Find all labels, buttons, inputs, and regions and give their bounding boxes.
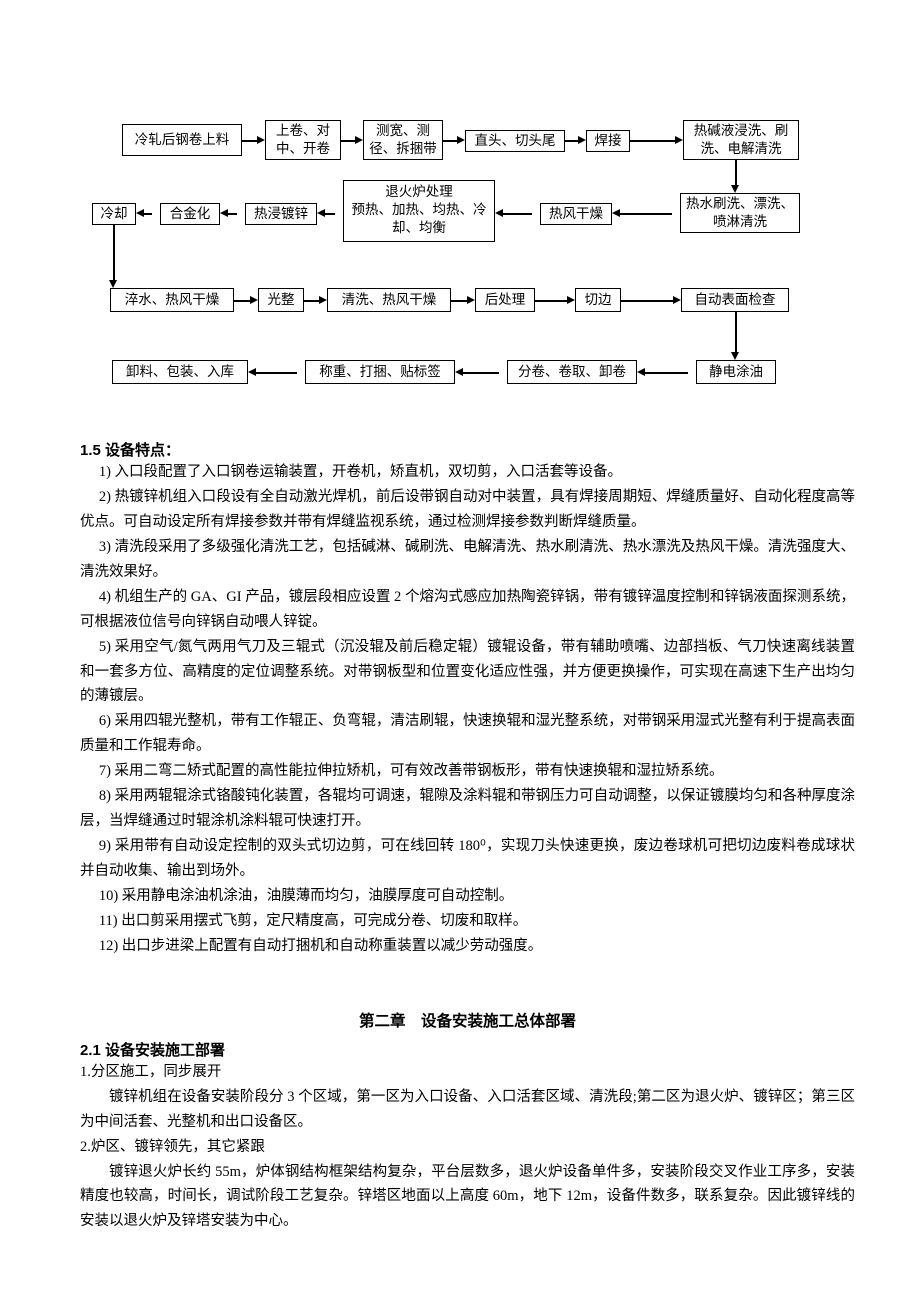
item-9: 9) 采用带有自动设定控制的双头式切边剪，可在线回转 180⁰，实现刀头快速更换…	[80, 834, 855, 884]
node-r2n4: 退火炉处理 预热、加热、均热、冷却、均衡	[343, 180, 495, 242]
item-11: 11) 出口剪采用摆式飞剪，定尺精度高，可完成分卷、切废和取样。	[80, 909, 855, 934]
item-7: 7) 采用二弯二矫式配置的高性能拉伸拉矫机，可有效改善带钢板形，带有快速换辊和湿…	[80, 759, 855, 784]
node-r3n2: 光整	[258, 288, 304, 312]
sub2-title: 2.炉区、镀锌领先，其它紧跟	[80, 1135, 855, 1160]
node-r2n6: 热水刷洗、漂洗、喷淋清洗	[680, 193, 800, 233]
node-r3n6: 自动表面检查	[681, 288, 789, 312]
process-flowchart: 冷轧后钢卷上料 上卷、对中、开卷 测宽、测径、拆捆带 直头、切头尾 焊接 热碱液…	[80, 120, 840, 415]
sub2-body: 镀锌退火炉长约 55m，炉体钢结构框架结构复杂，平台层数多，退火炉设备单件多，安…	[80, 1160, 855, 1235]
chapter-2-title: 第二章 设备安装施工总体部署	[80, 1009, 855, 1031]
node-r4n4: 静电涂油	[696, 360, 776, 384]
node-r4n3: 分卷、卷取、卸卷	[507, 360, 637, 384]
section-1-5-title: 1.5 设备特点：	[80, 439, 855, 460]
item-8: 8) 采用两辊辊涂式铬酸钝化装置，各辊均可调速，辊隙及涂料辊和带钢压力可自动调整…	[80, 784, 855, 834]
node-r4n2: 称重、打捆、贴标签	[305, 360, 455, 384]
node-r2n1: 冷却	[92, 203, 136, 225]
node-r1n2: 上卷、对中、开卷	[265, 120, 341, 160]
item-12: 12) 出口步进梁上配置有自动打捆机和自动称重装置以减少劳动强度。	[80, 934, 855, 959]
item-3: 3) 清洗段采用了多级强化清洗工艺，包括碱淋、碱刷洗、电解清洗、热水刷清洗、热水…	[80, 535, 855, 585]
item-4: 4) 机组生产的 GA、GI 产品，镀层段相应设置 2 个熔沟式感应加热陶瓷锌锅…	[80, 585, 855, 635]
item-1: 1) 入口段配置了入口钢卷运输装置，开卷机，矫直机，双切剪，入口活套等设备。	[80, 460, 855, 485]
node-r3n4: 后处理	[475, 288, 535, 312]
node-r1n3: 测宽、测径、拆捆带	[363, 120, 443, 160]
section-2-1-title: 2.1 设备安装施工部署	[80, 1039, 855, 1060]
node-r1n1: 冷轧后钢卷上料	[122, 124, 242, 156]
node-r4n1: 卸料、包装、入库	[112, 360, 248, 384]
node-r1n6: 热碱液浸洗、刷洗、电解清洗	[683, 120, 799, 160]
node-r1n5: 焊接	[586, 130, 630, 152]
sub1-title: 1.分区施工，同步展开	[80, 1060, 855, 1085]
node-r1n4: 直头、切头尾	[465, 130, 565, 152]
node-r2n3: 热浸镀锌	[245, 203, 317, 225]
node-r3n3: 清洗、热风干燥	[327, 288, 451, 312]
item-5: 5) 采用空气/氮气两用气刀及三辊式（沉没辊及前后稳定辊）镀辊设备，带有辅助喷嘴…	[80, 635, 855, 710]
node-r3n5: 切边	[575, 288, 621, 312]
node-r2n2: 合金化	[160, 203, 220, 225]
item-6: 6) 采用四辊光整机，带有工作辊正、负弯辊，清洁刷辊，快速换辊和湿光整系统，对带…	[80, 709, 855, 759]
item-10: 10) 采用静电涂油机涂油，油膜薄而均匀，油膜厚度可自动控制。	[80, 884, 855, 909]
node-r2n4-body: 预热、加热、均热、冷却、均衡	[348, 201, 490, 236]
sub1-body: 镀锌机组在设备安装阶段分 3 个区域，第一区为入口设备、入口活套区域、清洗段;第…	[80, 1085, 855, 1135]
node-r3n1: 淬水、热风干燥	[110, 288, 234, 312]
node-r2n5: 热风干燥	[540, 203, 612, 225]
node-r2n4-title: 退火炉处理	[348, 183, 490, 201]
item-2: 2) 热镀锌机组入口段设有全自动激光焊机，前后设带钢自动对中装置，具有焊接周期短…	[80, 485, 855, 535]
